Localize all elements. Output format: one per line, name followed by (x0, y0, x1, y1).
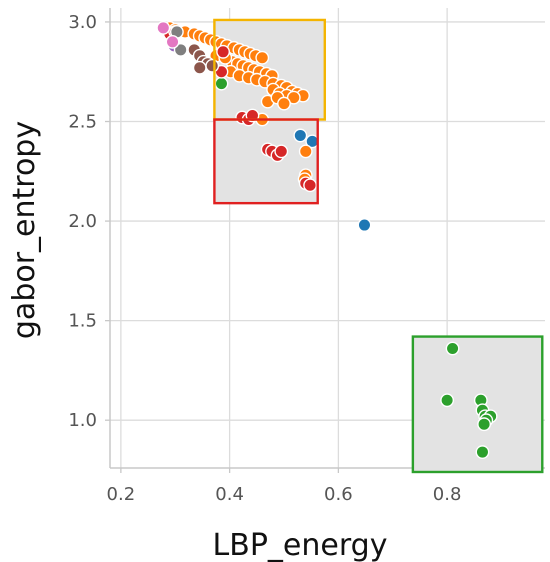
data-point (303, 178, 317, 193)
x-tick-label: 0.2 (107, 484, 136, 505)
data-point (214, 76, 229, 91)
y-tick-label: 1.5 (68, 311, 97, 332)
y-tick-label: 1.0 (68, 410, 97, 431)
data-point (475, 445, 490, 459)
data-point (255, 50, 270, 65)
data-point (216, 44, 231, 59)
x-axis-title: LBP_energy (213, 528, 388, 562)
x-tick-label: 0.6 (324, 484, 353, 505)
data-point (274, 144, 289, 159)
y-tick-label: 2.0 (68, 211, 97, 232)
data-point (192, 60, 207, 75)
data-point (277, 96, 291, 111)
y-axis-title: gabor_entropy (7, 121, 42, 339)
data-point (477, 417, 491, 432)
data-point (357, 218, 372, 232)
data-point (440, 393, 455, 408)
data-point (286, 90, 301, 105)
y-tick-label: 3.0 (68, 12, 97, 33)
x-tick-label: 0.4 (215, 484, 244, 505)
highlight-box (411, 335, 544, 474)
data-point (293, 128, 308, 143)
x-tick-label: 0.8 (433, 484, 462, 505)
highlight-box (213, 118, 319, 205)
data-point (298, 144, 313, 159)
data-point (205, 58, 220, 73)
data-point (173, 42, 188, 57)
highlight-box-outlines (213, 18, 544, 474)
y-tick-label: 2.5 (68, 112, 97, 133)
data-points (156, 21, 498, 459)
tick-labels: 0.2 0.4 0.6 0.8 1.0 1.5 2.0 2.5 3.0 (68, 12, 461, 505)
data-point (165, 34, 180, 49)
data-point (445, 341, 460, 356)
data-point (156, 21, 171, 35)
